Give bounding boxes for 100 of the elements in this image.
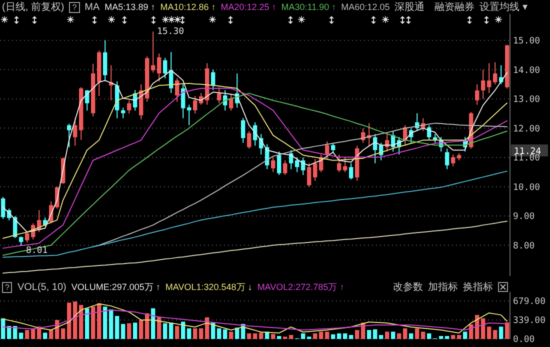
- bar: [499, 326, 504, 339]
- text: MAVOL2:272.785万 ↑: [257, 280, 344, 294]
- bar: [451, 334, 456, 339]
- text: MA20:12.25 ↑: [220, 2, 276, 12]
- bar: [445, 336, 450, 339]
- bar: [43, 332, 48, 339]
- text: MAVOL1:320.548万 ↓: [165, 280, 252, 294]
- line-series: [2, 170, 508, 258]
- candlestick: [247, 130, 252, 150]
- y-tick-label: 679.00: [513, 297, 546, 308]
- candlestick: [229, 94, 234, 112]
- text: MA30:11.90 ↑: [281, 2, 336, 12]
- text: MA10:12.86 ↑: [160, 2, 216, 12]
- bar: [427, 333, 432, 339]
- line-series: [92, 122, 508, 248]
- bar: [373, 329, 378, 339]
- bar: [337, 333, 342, 339]
- candlestick: [271, 156, 276, 173]
- text: MA5:13.89 ↑: [104, 2, 156, 12]
- bar: [193, 328, 198, 339]
- bar: [289, 334, 294, 339]
- bar: [163, 323, 168, 339]
- candlestick: [337, 154, 342, 173]
- bar: [181, 322, 186, 339]
- text: ?: [2, 282, 12, 292]
- candlestick: [151, 31, 156, 74]
- bar: [415, 328, 420, 339]
- bar: [229, 332, 234, 339]
- bar: [169, 322, 174, 339]
- y-tick-label: 10.00: [513, 182, 540, 193]
- text: 深股通: [394, 0, 425, 14]
- bar: [385, 332, 390, 339]
- bar: [187, 328, 192, 339]
- bar: [397, 333, 402, 339]
- candlestick: [187, 104, 192, 126]
- annotation: VOL(5, 10): [17, 282, 66, 292]
- bar: [421, 332, 426, 339]
- candlestick: [475, 84, 480, 106]
- candlestick: [19, 236, 24, 246]
- bar: [325, 332, 330, 339]
- candlestick: [73, 118, 78, 146]
- candlestick: [277, 151, 282, 176]
- bar: [403, 328, 408, 339]
- candlestick: [343, 156, 348, 173]
- bar: [115, 316, 120, 339]
- candlestick: [451, 154, 456, 167]
- bar: [223, 329, 228, 339]
- candlestick: [157, 53, 162, 82]
- bar: [97, 303, 102, 339]
- candlestick: [313, 158, 318, 182]
- y-tick-label: 14.00: [513, 66, 540, 76]
- text: 融资融券: [434, 0, 475, 14]
- bar: [379, 334, 384, 339]
- bar: [463, 332, 468, 339]
- candlestick: [283, 160, 288, 176]
- y-tick-label: 8.00: [513, 241, 535, 252]
- bar: [61, 328, 66, 339]
- bar: [277, 336, 282, 339]
- candlestick: [67, 123, 72, 148]
- bar: [457, 334, 462, 339]
- bar: [121, 324, 126, 339]
- bar: [253, 333, 258, 339]
- bar: [343, 333, 348, 339]
- bar: [301, 333, 306, 339]
- text: MA: [84, 2, 100, 12]
- bar: [271, 334, 276, 339]
- bar: [19, 332, 24, 339]
- bar: [91, 306, 96, 339]
- bar: [49, 330, 54, 339]
- candlestick: [241, 117, 246, 144]
- series-label: VOLUME:297.005万 ↑: [71, 280, 160, 294]
- y-tick-label: 12.00: [513, 124, 540, 134]
- y-tick-label: 13.00: [513, 95, 540, 106]
- bar: [139, 320, 144, 339]
- y-tick-label: 15.00: [513, 36, 540, 47]
- bar: [319, 332, 324, 339]
- candlestick: [103, 40, 108, 82]
- bar: [127, 323, 132, 339]
- text: (日线, 前复权): [2, 0, 64, 14]
- bar: [487, 326, 492, 339]
- candlestick: [481, 69, 486, 100]
- annotation: 改参数: [393, 280, 423, 294]
- candlestick: [487, 62, 492, 94]
- line-series: [2, 220, 508, 274]
- bar: [391, 332, 396, 339]
- candlestick: [1, 196, 6, 220]
- text: ?: [69, 2, 80, 12]
- bar: [493, 330, 498, 339]
- bar: [409, 333, 414, 339]
- bar: [259, 332, 264, 339]
- y-tick-label: 0.00: [513, 335, 535, 346]
- bar: [109, 309, 114, 339]
- annotation: 换指标: [463, 280, 493, 294]
- bar: [367, 330, 372, 339]
- bar: [439, 336, 444, 339]
- candlestick: [127, 100, 132, 114]
- candlestick: [25, 232, 30, 243]
- bar: [349, 334, 354, 339]
- bar: [175, 326, 180, 339]
- candlestick: [349, 162, 354, 180]
